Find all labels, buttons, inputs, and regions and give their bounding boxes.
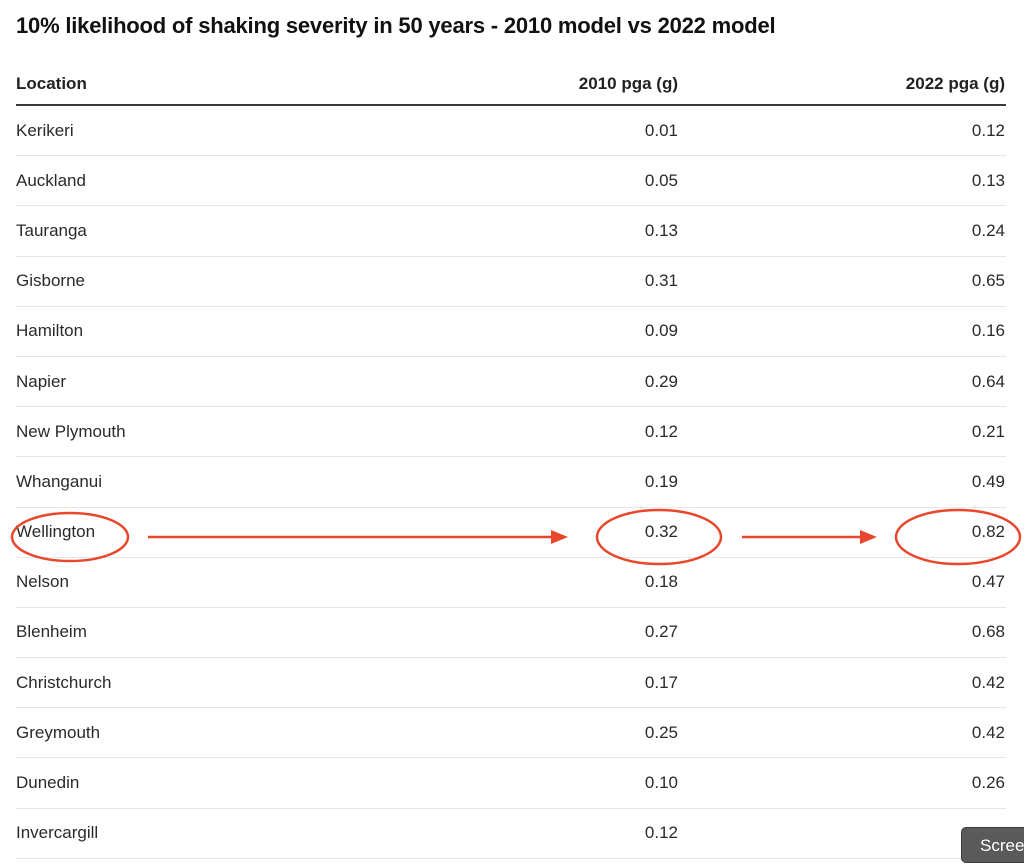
cell-pga-2022: 0.47 xyxy=(971,572,1005,592)
table-row: New Plymouth 0.12 0.21 xyxy=(16,407,1006,458)
header-location[interactable]: Location xyxy=(16,74,87,93)
cell-location: Kerikeri xyxy=(16,120,74,140)
table-header: Location 2010 pga (g) 2022 pga (g) xyxy=(16,60,1006,106)
cell-pga-2022: 0.42 xyxy=(971,672,1005,692)
table-row: Christchurch 0.17 0.42 xyxy=(16,658,1006,709)
cell-pga-2010: 0.01 xyxy=(644,120,678,140)
table-row: Gisborne 0.31 0.65 xyxy=(16,257,1006,307)
cell-pga-2022: 0.12 xyxy=(971,120,1005,140)
cell-pga-2022: 0.13 xyxy=(971,170,1005,190)
header-pga-2022[interactable]: 2022 pga (g) xyxy=(905,74,1005,93)
cell-pga-2010: 0.18 xyxy=(644,572,678,592)
cell-pga-2010: 0.29 xyxy=(644,371,678,391)
cell-location: Wellington xyxy=(16,522,96,542)
cell-pga-2022: 0.26 xyxy=(971,773,1005,793)
cell-pga-2022: 0.82 xyxy=(971,522,1005,542)
table-row: Napier 0.29 0.64 xyxy=(16,357,1006,408)
cell-pga-2010: 0.31 xyxy=(644,271,678,291)
cell-pga-2010: 0.17 xyxy=(644,672,678,692)
cell-pga-2022: 0.21 xyxy=(971,421,1005,441)
cell-pga-2010: 0.13 xyxy=(644,220,678,240)
cell-location: Napier xyxy=(16,371,67,391)
cell-pga-2010: 0.27 xyxy=(644,622,678,642)
cell-pga-2010: 0.12 xyxy=(644,421,678,441)
table-body: Kerikeri 0.01 0.12 Auckland 0.05 0.13 Tauranga… xyxy=(16,106,1006,859)
table-row: Kerikeri 0.01 0.12 xyxy=(16,106,1006,157)
pga-table: Location 2010 pga (g) 2022 pga (g) Kerik… xyxy=(16,60,1006,859)
cell-location: Gisborne xyxy=(16,271,85,291)
table-row: Invercargill 0.12 xyxy=(16,809,1006,859)
cell-location: Blenheim xyxy=(16,622,87,642)
header-pga-2010[interactable]: 2010 pga (g) xyxy=(578,74,678,93)
cell-location: Nelson xyxy=(16,572,69,592)
cell-pga-2022: 0.16 xyxy=(971,321,1005,341)
table-row: Dunedin 0.10 0.26 xyxy=(16,758,1006,809)
cell-location: New Plymouth xyxy=(16,421,126,441)
cell-location: Auckland xyxy=(16,170,86,190)
table-row: Nelson 0.18 0.47 xyxy=(16,558,1006,608)
table-row: Hamilton 0.09 0.16 xyxy=(16,307,1006,357)
table-row: Blenheim 0.27 0.68 xyxy=(16,608,1006,659)
cell-location: Greymouth xyxy=(16,722,101,742)
cell-location: Whanganui xyxy=(16,471,103,491)
cell-pga-2010: 0.19 xyxy=(644,471,678,491)
table-row: Wellington 0.32 0.82 xyxy=(16,508,1006,558)
cell-pga-2010: 0.10 xyxy=(644,773,678,793)
cell-pga-2022: 0.49 xyxy=(971,471,1005,491)
table-row: Whanganui 0.19 0.49 xyxy=(16,457,1006,508)
cell-location: Hamilton xyxy=(16,321,84,341)
cell-pga-2010: 0.05 xyxy=(644,170,678,190)
cell-location: Invercargill xyxy=(16,823,99,843)
cell-pga-2022: 0.24 xyxy=(971,220,1005,240)
cell-pga-2022: 0.65 xyxy=(971,271,1005,291)
table-row: Tauranga 0.13 0.24 xyxy=(16,206,1006,257)
cell-location: Christchurch xyxy=(16,672,112,692)
cell-pga-2010: 0.25 xyxy=(644,722,678,742)
cell-pga-2010: 0.09 xyxy=(644,321,678,341)
page-title: 10% likelihood of shaking severity in 50… xyxy=(16,13,776,38)
cell-location: Tauranga xyxy=(16,220,87,240)
cell-pga-2022: 0.68 xyxy=(971,622,1005,642)
cell-pga-2010: 0.12 xyxy=(644,823,678,843)
cell-pga-2022: 0.42 xyxy=(971,722,1005,742)
cell-pga-2010: 0.32 xyxy=(644,522,678,542)
table-row: Greymouth 0.25 0.42 xyxy=(16,708,1006,759)
cell-pga-2022: 0.64 xyxy=(971,371,1005,391)
cell-location: Dunedin xyxy=(16,773,80,793)
screenshot-button[interactable]: Scree xyxy=(961,827,1024,863)
table-row: Auckland 0.05 0.13 xyxy=(16,156,1006,207)
